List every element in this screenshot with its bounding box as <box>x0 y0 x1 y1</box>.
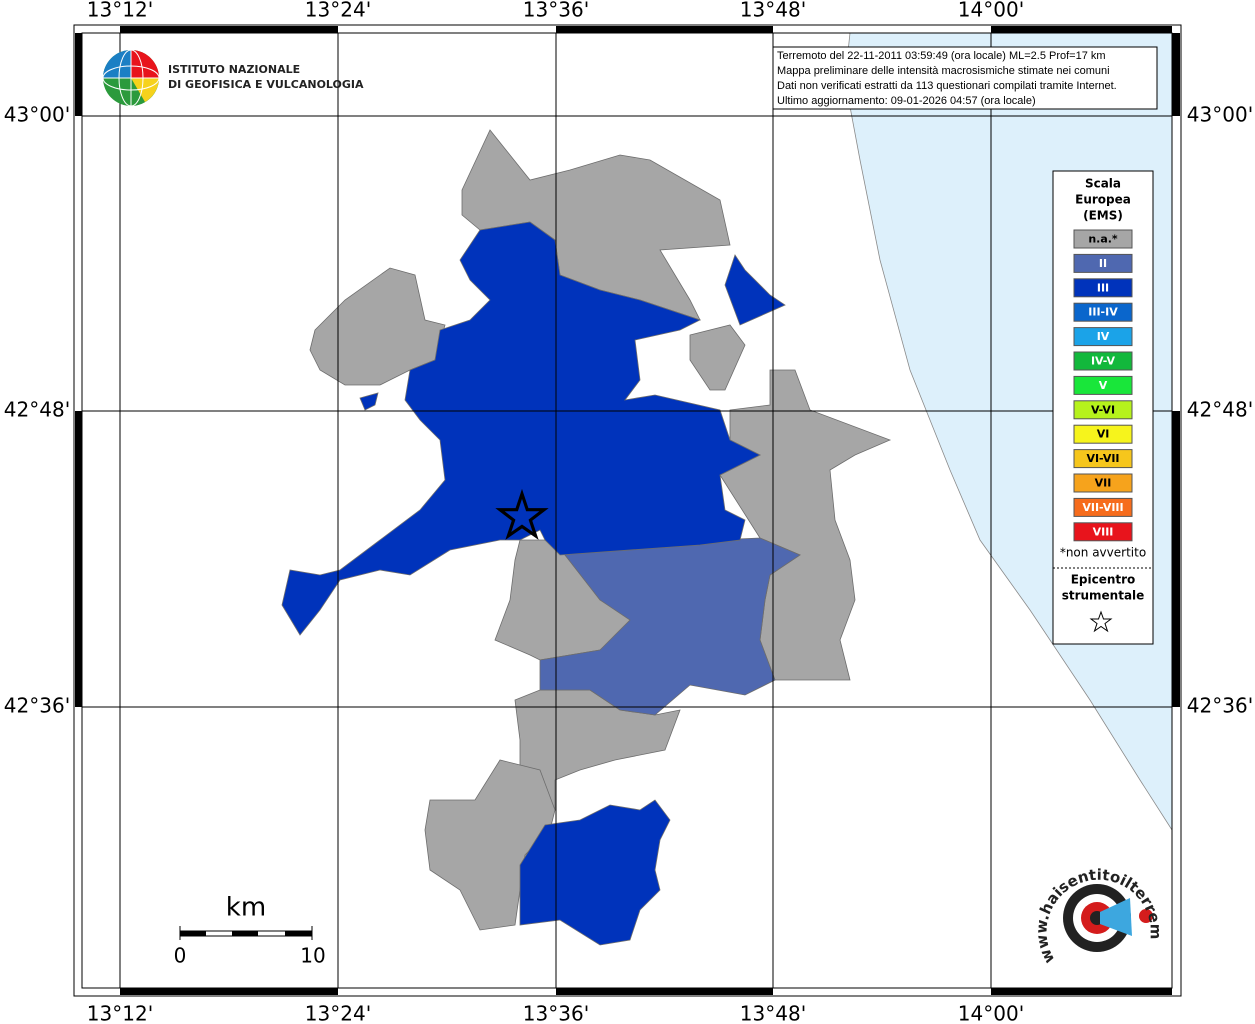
legend: ScalaEuropea(EMS)n.a.*IIIIIIII-IVIVIV-VV… <box>1052 170 1154 645</box>
frame-bar <box>75 411 82 707</box>
legend-swatch <box>1073 473 1133 493</box>
region <box>719 369 892 681</box>
scale-segment <box>180 931 206 936</box>
legend-swatch <box>1073 253 1133 273</box>
legend-swatch <box>1073 375 1133 395</box>
lon-label: 13°36' <box>523 0 589 22</box>
region <box>539 537 801 716</box>
frame-bar <box>556 988 773 995</box>
frame-bar <box>991 26 1172 33</box>
legend-label: VII <box>1095 477 1112 490</box>
legend-swatch <box>1073 424 1133 444</box>
info-box: Terremoto del 22-11-2011 03:59:49 (ora l… <box>772 46 1158 110</box>
scale-label: 10 <box>300 944 325 968</box>
lon-label: 13°24' <box>305 1002 371 1024</box>
region <box>519 799 671 946</box>
legend-label: VI-VII <box>1086 452 1119 465</box>
legend-swatch <box>1073 327 1133 347</box>
epicenter <box>495 488 549 540</box>
legend-label: IV-V <box>1091 355 1116 368</box>
legend-label: III <box>1097 281 1109 294</box>
lon-label: 14°00' <box>958 1002 1024 1024</box>
legend-swatch <box>1073 302 1133 322</box>
region <box>281 221 761 636</box>
legend-label: II <box>1099 257 1107 270</box>
frame <box>73 24 1182 997</box>
lon-label: 13°36' <box>523 1002 589 1024</box>
logo-globe <box>103 50 131 78</box>
lon-label: 13°12' <box>87 1002 153 1024</box>
map-area <box>82 32 1173 988</box>
frame-bar <box>120 26 338 33</box>
frame-bar <box>120 988 338 995</box>
scale-segment <box>232 931 258 936</box>
institute-name: DI GEOFISICA E VULCANOLOGIA <box>168 78 364 91</box>
scale-segment <box>285 931 312 936</box>
region <box>424 759 556 931</box>
lat-label: 42°36' <box>4 694 70 718</box>
frame-outer <box>73 24 1182 997</box>
ingv-logo: ISTITUTO NAZIONALE DI GEOFISICA E VULCAN… <box>102 49 364 107</box>
logo-dot <box>1139 909 1153 923</box>
legend-swatch <box>1073 278 1133 298</box>
graticule <box>82 33 1172 988</box>
lat-label: 42°36' <box>1187 694 1253 718</box>
legend-label: V <box>1099 379 1108 392</box>
legend-swatch <box>1073 449 1133 469</box>
legend-swatch <box>1073 229 1133 249</box>
legend-title: (EMS) <box>1083 209 1123 223</box>
logo-globe <box>131 78 159 102</box>
legend-label: V-VI <box>1091 403 1115 416</box>
legend-label: VII-VIII <box>1082 501 1123 514</box>
frame-bar <box>1172 411 1180 707</box>
region <box>724 254 786 326</box>
legend-label: III-IV <box>1088 306 1118 319</box>
logo-grid <box>102 49 160 107</box>
axis-labels: 13°12' 13°12' 13°24' 13°24' 13°36' 13°36' 13°4… <box>4 0 1253 1024</box>
region <box>359 392 379 411</box>
scale-unit: km <box>226 893 266 923</box>
lat-label: 42°48' <box>4 398 70 422</box>
region <box>689 324 746 391</box>
legend-swatch <box>1073 400 1133 420</box>
logo-speaker <box>1100 898 1132 936</box>
scale-bar: km 0 10 <box>174 893 326 968</box>
regions <box>281 129 892 946</box>
legend-star <box>1089 610 1113 633</box>
institute-name: ISTITUTO NAZIONALE <box>168 63 300 76</box>
info-line: Terremoto del 22-11-2011 03:59:49 (ora l… <box>777 50 1106 62</box>
legend-epicenter: strumentale <box>1062 589 1145 603</box>
lon-label: 13°48' <box>740 0 806 22</box>
legend-swatch <box>1073 522 1133 542</box>
legend-label: n.a.* <box>1088 233 1118 246</box>
frame-bar <box>556 26 773 33</box>
frame-bar <box>75 33 82 116</box>
lat-label: 42°48' <box>1187 398 1253 422</box>
lon-label: 13°48' <box>740 1002 806 1024</box>
legend-swatch <box>1073 351 1133 371</box>
info-line: Mappa preliminare delle intensità macros… <box>777 65 1110 77</box>
lat-label: 43°00' <box>4 103 70 127</box>
lon-label: 13°12' <box>87 0 153 22</box>
scale-label: 0 <box>174 944 187 968</box>
lon-label: 14°00' <box>958 0 1024 22</box>
lon-label: 13°24' <box>305 0 371 22</box>
info-frame <box>772 46 1158 110</box>
info-line: Dati non verificati estratti da 113 ques… <box>777 80 1117 92</box>
legend-title: Europea <box>1075 193 1131 207</box>
legend-label: VI <box>1097 428 1110 441</box>
frame-bar <box>1172 33 1180 116</box>
frame-bar <box>991 988 1172 995</box>
logo-globe <box>131 50 159 78</box>
legend-swatch <box>1073 497 1133 517</box>
legend-epicenter: Epicentro <box>1071 573 1136 587</box>
legend-label: IV <box>1097 330 1110 343</box>
lat-label: 43°00' <box>1187 103 1253 127</box>
legend-title: Scala <box>1085 177 1121 191</box>
legend-label: VIII <box>1093 525 1114 538</box>
info-line: Ultimo aggiornamento: 09-01-2026 04:57 (… <box>777 95 1036 107</box>
legend-note: *non avvertito <box>1060 546 1146 560</box>
